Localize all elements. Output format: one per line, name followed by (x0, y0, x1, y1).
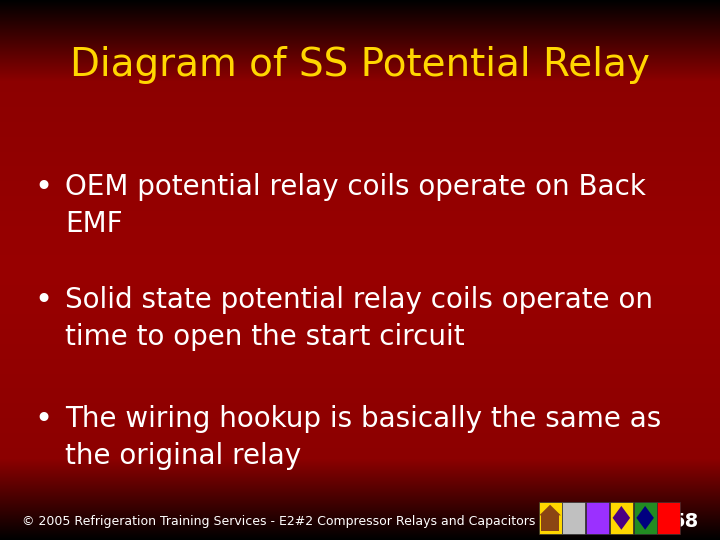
Text: 58: 58 (671, 511, 698, 531)
Text: © 2005 Refrigeration Training Services - E2#2 Compressor Relays and Capacitors  : © 2005 Refrigeration Training Services -… (22, 515, 570, 528)
Text: The wiring hookup is basically the same as
the original relay: The wiring hookup is basically the same … (65, 405, 661, 470)
Text: Solid state potential relay coils operate on
time to open the start circuit: Solid state potential relay coils operat… (65, 286, 653, 351)
FancyBboxPatch shape (610, 502, 633, 534)
FancyBboxPatch shape (586, 502, 609, 534)
Text: •: • (34, 286, 53, 315)
Polygon shape (539, 505, 561, 515)
FancyBboxPatch shape (657, 502, 680, 534)
FancyBboxPatch shape (539, 502, 562, 534)
Polygon shape (613, 506, 630, 530)
Polygon shape (636, 506, 654, 530)
FancyBboxPatch shape (634, 502, 657, 534)
FancyBboxPatch shape (562, 502, 585, 534)
Text: •: • (34, 405, 53, 434)
FancyBboxPatch shape (541, 514, 559, 531)
Text: OEM potential relay coils operate on Back
EMF: OEM potential relay coils operate on Bac… (65, 173, 646, 238)
Text: •: • (34, 173, 53, 202)
Text: Diagram of SS Potential Relay: Diagram of SS Potential Relay (70, 46, 650, 84)
